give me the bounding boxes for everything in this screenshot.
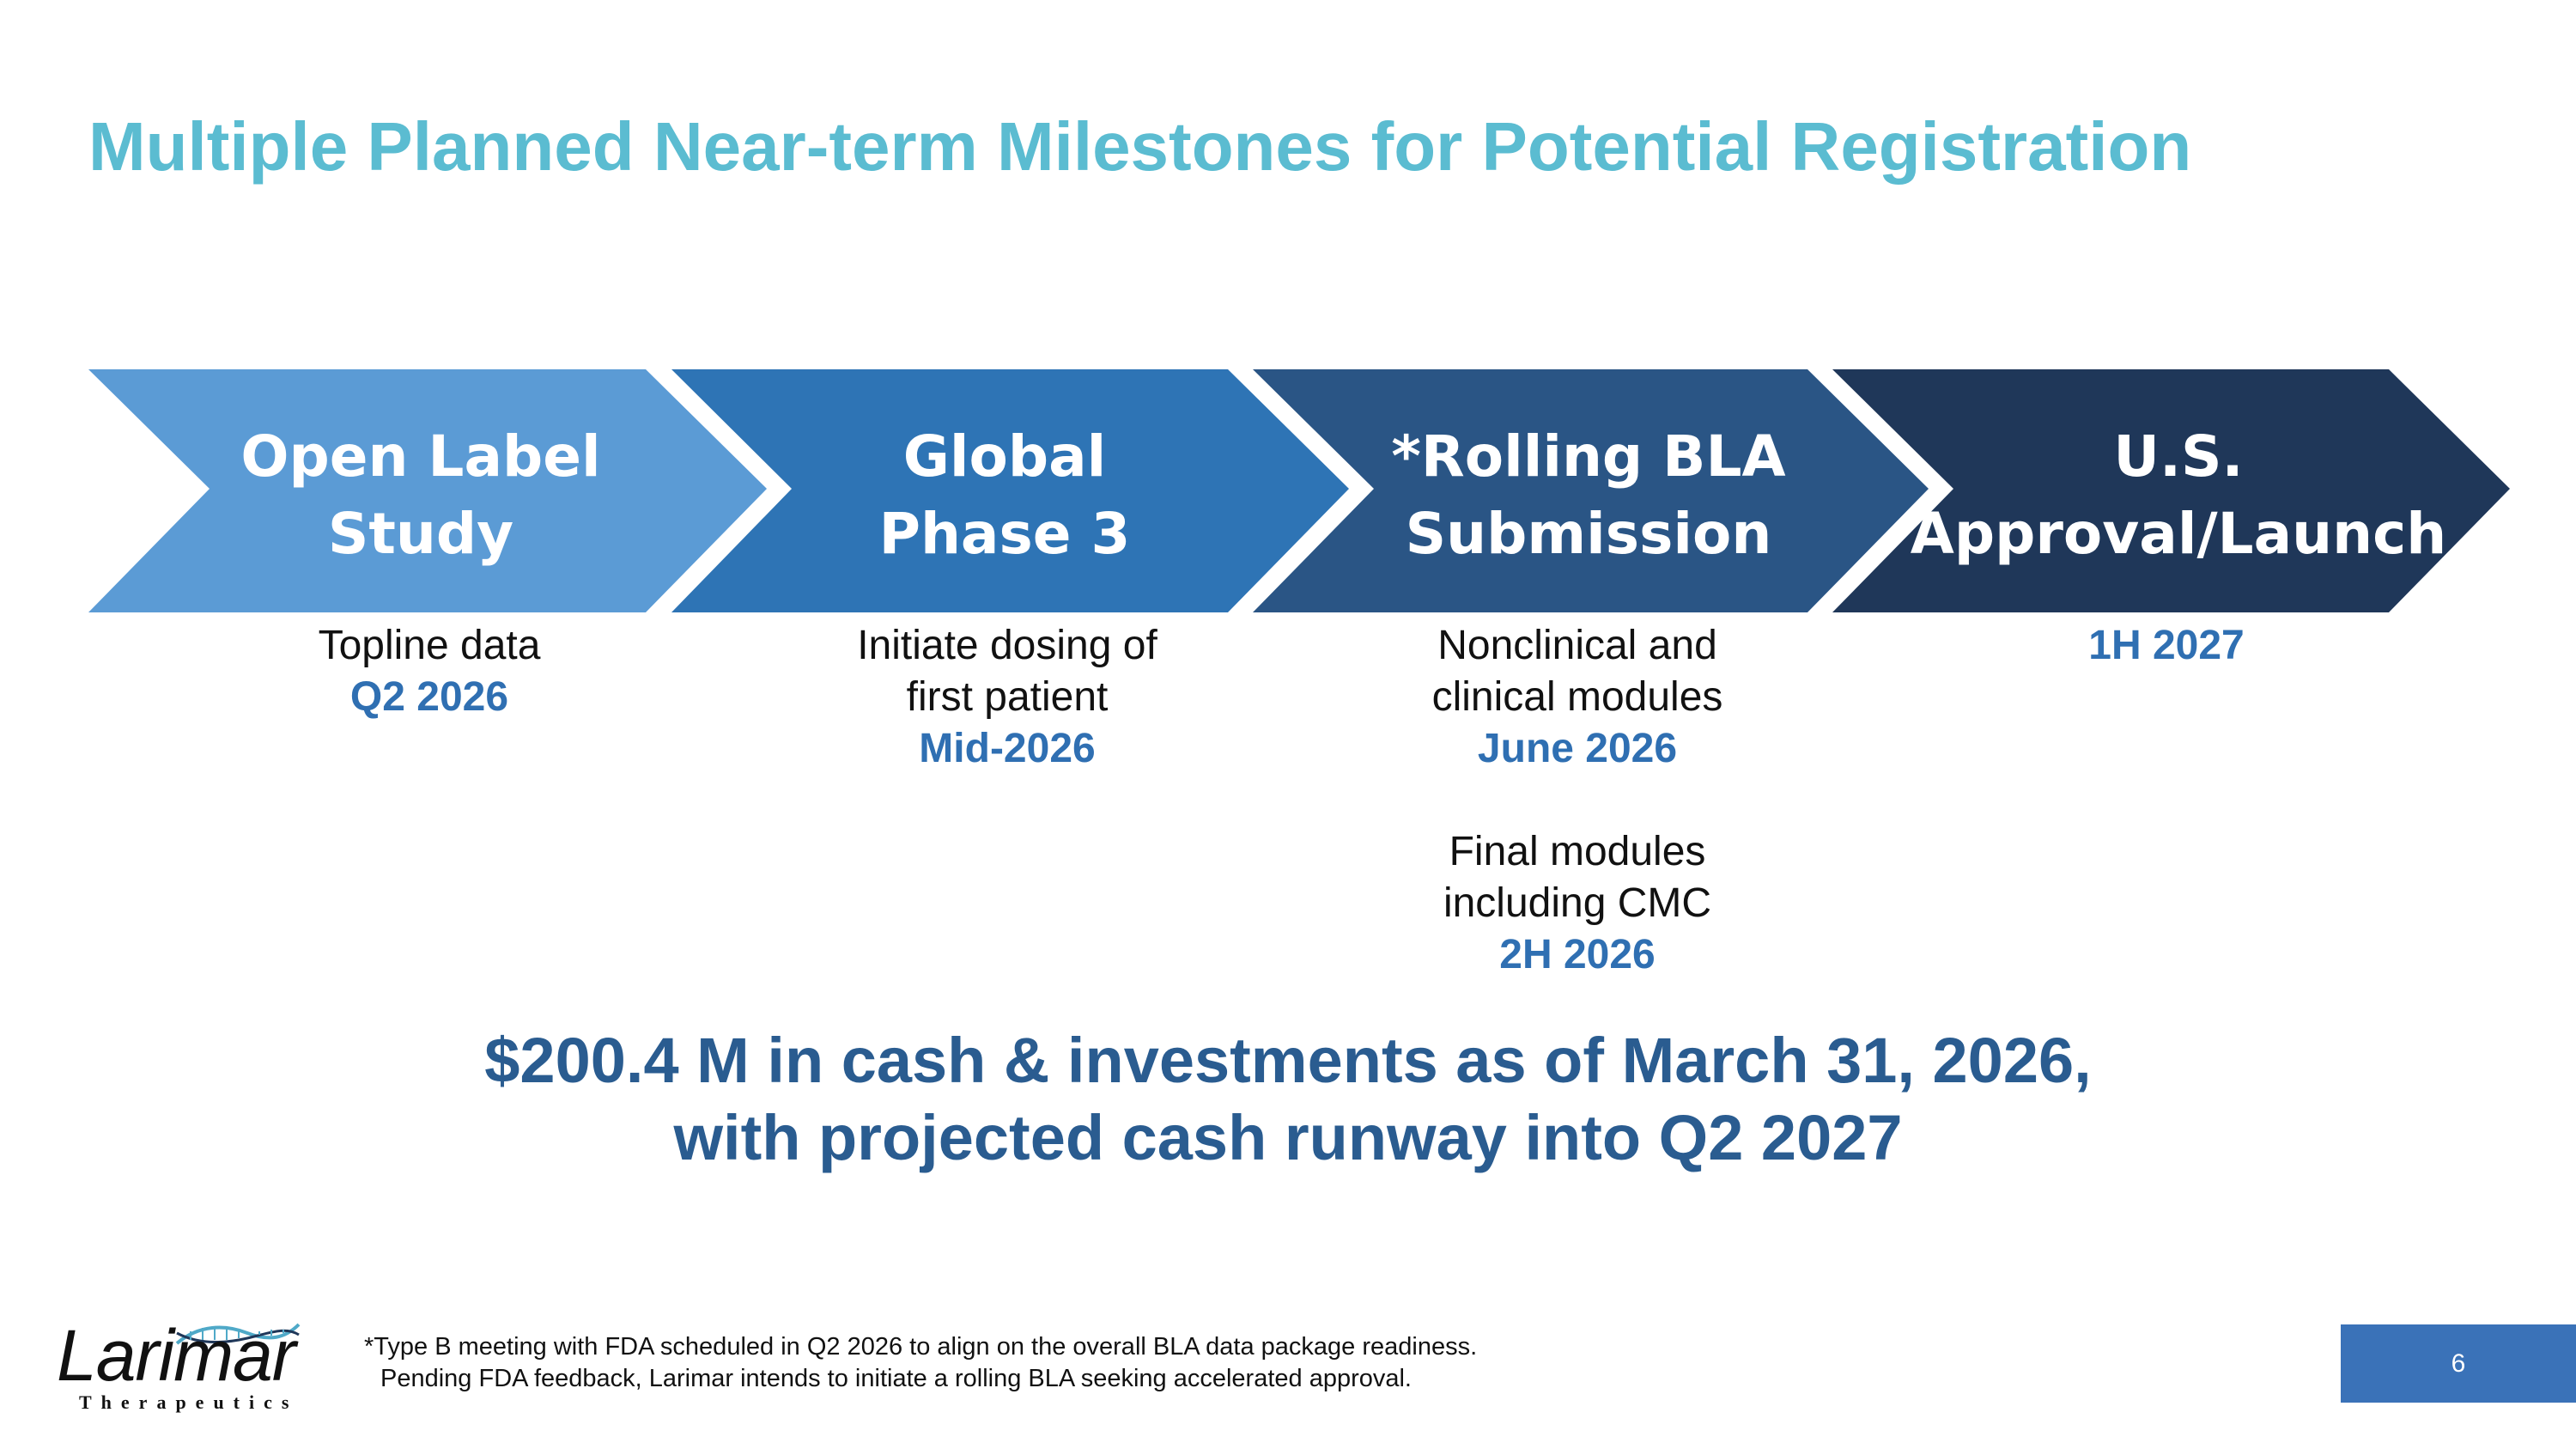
page-number: 6 <box>2451 1349 2466 1378</box>
milestone-approval: 1H 2027 <box>1943 620 2390 672</box>
chevron-step-1 <box>88 369 767 612</box>
step-label-open-label-study: Open Label Study <box>240 423 601 567</box>
milestone-date: Mid-2026 <box>919 726 1096 771</box>
step-label-approval-launch: U.S. Approval/Launch <box>1910 423 2447 567</box>
page-title: Multiple Planned Near-term Milestones fo… <box>88 108 2192 185</box>
milestone-rolling-bla: Nonclinical and clinical modules June 20… <box>1354 620 1801 981</box>
footnote-line-2: Pending FDA feedback, Larimar intends to… <box>380 1365 1412 1392</box>
milestone-text: Topline data <box>318 623 541 668</box>
milestone-date: 1H 2027 <box>2088 623 2245 668</box>
milestone-date: Q2 2026 <box>349 674 509 720</box>
cash-line-1: $200.4 M in cash & investments as of Mar… <box>484 1025 2092 1096</box>
company-logo: Larimar Therapeutics <box>53 1314 311 1417</box>
milestone-date: 2H 2026 <box>1499 932 1656 977</box>
cash-statement: $200.4 M in cash & investments as of Mar… <box>0 1022 2576 1177</box>
step-label-global-phase-3: Global Phase 3 <box>878 423 1131 567</box>
milestone-text: first patient <box>906 674 1109 720</box>
step-label-rolling-bla: *Rolling BLA Submission <box>1391 423 1786 567</box>
footnote-line-1: *Type B meeting with FDA scheduled in Q2… <box>364 1333 1478 1361</box>
milestone-text: Final modules <box>1449 829 1706 874</box>
chevron-step-3 <box>1253 369 1929 612</box>
milestone-text: Nonclinical and <box>1437 623 1717 668</box>
logo-subtitle: Therapeutics <box>79 1391 299 1413</box>
logo-wordmark: Larimar <box>57 1315 296 1396</box>
milestone-text: including CMC <box>1443 880 1712 926</box>
helix-icon <box>175 1323 301 1345</box>
page-number-box: 6 <box>2341 1324 2576 1403</box>
chevron-step-4 <box>1832 369 2510 612</box>
milestone-text: Initiate dosing of <box>857 623 1157 668</box>
footnote: *Type B meeting with FDA scheduled in Q2… <box>364 1331 1477 1395</box>
chevron-step-2 <box>671 369 1349 612</box>
milestone-phase-3: Initiate dosing of first patient Mid-202… <box>784 620 1230 775</box>
milestone-date: June 2026 <box>1477 726 1678 771</box>
milestone-text: clinical modules <box>1431 674 1723 720</box>
cash-line-2: with projected cash runway into Q2 2027 <box>673 1102 1903 1173</box>
milestone-open-label: Topline data Q2 2026 <box>206 620 653 723</box>
milestone-chevrons <box>88 369 2510 612</box>
